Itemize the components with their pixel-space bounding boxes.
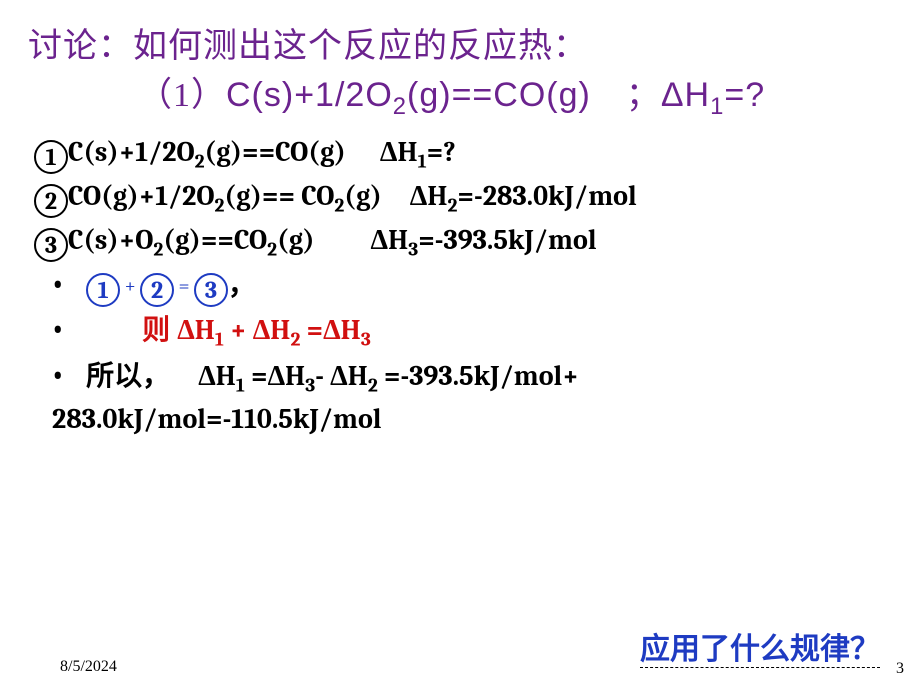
footer-page-number: 3 (896, 660, 904, 678)
plus-op: + (120, 274, 140, 297)
circled-3-blue-icon: 3 (194, 273, 228, 307)
title-line-1: 讨论：如何测出这个反应的反应热： (28, 18, 892, 67)
combine-line: • 1 + 2 = 3， (28, 264, 892, 307)
slide-title: 讨论：如何测出这个反应的反应热： （1）C(s)+1/2O2(g)==CO(g)… (28, 18, 892, 116)
circled-2-blue-icon: 2 (140, 273, 174, 307)
equation-1-body: C(s)+1/2O2(g)==CO(g) ΔH1=? (68, 136, 456, 168)
hess-prefix: 则 (142, 315, 177, 346)
hess-line: • 则 ΔH1 + ΔH2 =ΔH3 (28, 309, 892, 352)
bullet-icon: • (52, 264, 80, 304)
hess-equation: ΔH1 + ΔH2 =ΔH3 (177, 314, 371, 346)
equation-1: 1C(s)+1/2O2(g)==CO(g) ΔH1=? (28, 134, 892, 174)
title-line-2: （1）C(s)+1/2O2(g)==CO(g) ；ΔH1=? (138, 67, 892, 116)
result-line: • 所以， ΔH1 =ΔH3- ΔH2 =-393.5kJ/mol+ 283.0… (28, 355, 892, 442)
equation-2-body: CO(g)+1/2O2(g)== CO2(g) ΔH2=-283.0kJ/mol (68, 180, 637, 212)
eq-op: = (174, 274, 194, 297)
bullet-icon: • (52, 355, 80, 395)
equation-3-body: C(s)+O2(g)==CO2(g) ΔH3=-393.5kJ/mol (68, 224, 597, 256)
footer-date: 8/5/2024 (60, 658, 117, 676)
combine-comma: ， (228, 270, 256, 301)
circled-2-icon: 2 (34, 184, 68, 218)
equation-3: 3C(s)+O2(g)==CO2(g) ΔH3=-393.5kJ/mol (28, 222, 892, 262)
title-equation: C(s)+1/2O2(g)==CO(g) ；ΔH1=? (226, 76, 765, 114)
result-prefix: 所以， (86, 361, 170, 392)
circled-3-icon: 3 (34, 228, 68, 262)
question-text: 应用了什么规律？ (640, 635, 880, 668)
slide-question: 应用了什么规律？ (640, 633, 880, 668)
equation-2: 2CO(g)+1/2O2(g)== CO2(g) ΔH2=-283.0kJ/mo… (28, 178, 892, 218)
title-prefix: （1） (138, 77, 226, 114)
circled-1-blue-icon: 1 (86, 273, 120, 307)
equations-block: 1C(s)+1/2O2(g)==CO(g) ΔH1=? 2CO(g)+1/2O2… (28, 134, 892, 262)
bullet-icon: • (52, 309, 80, 349)
circled-1-icon: 1 (34, 140, 68, 174)
